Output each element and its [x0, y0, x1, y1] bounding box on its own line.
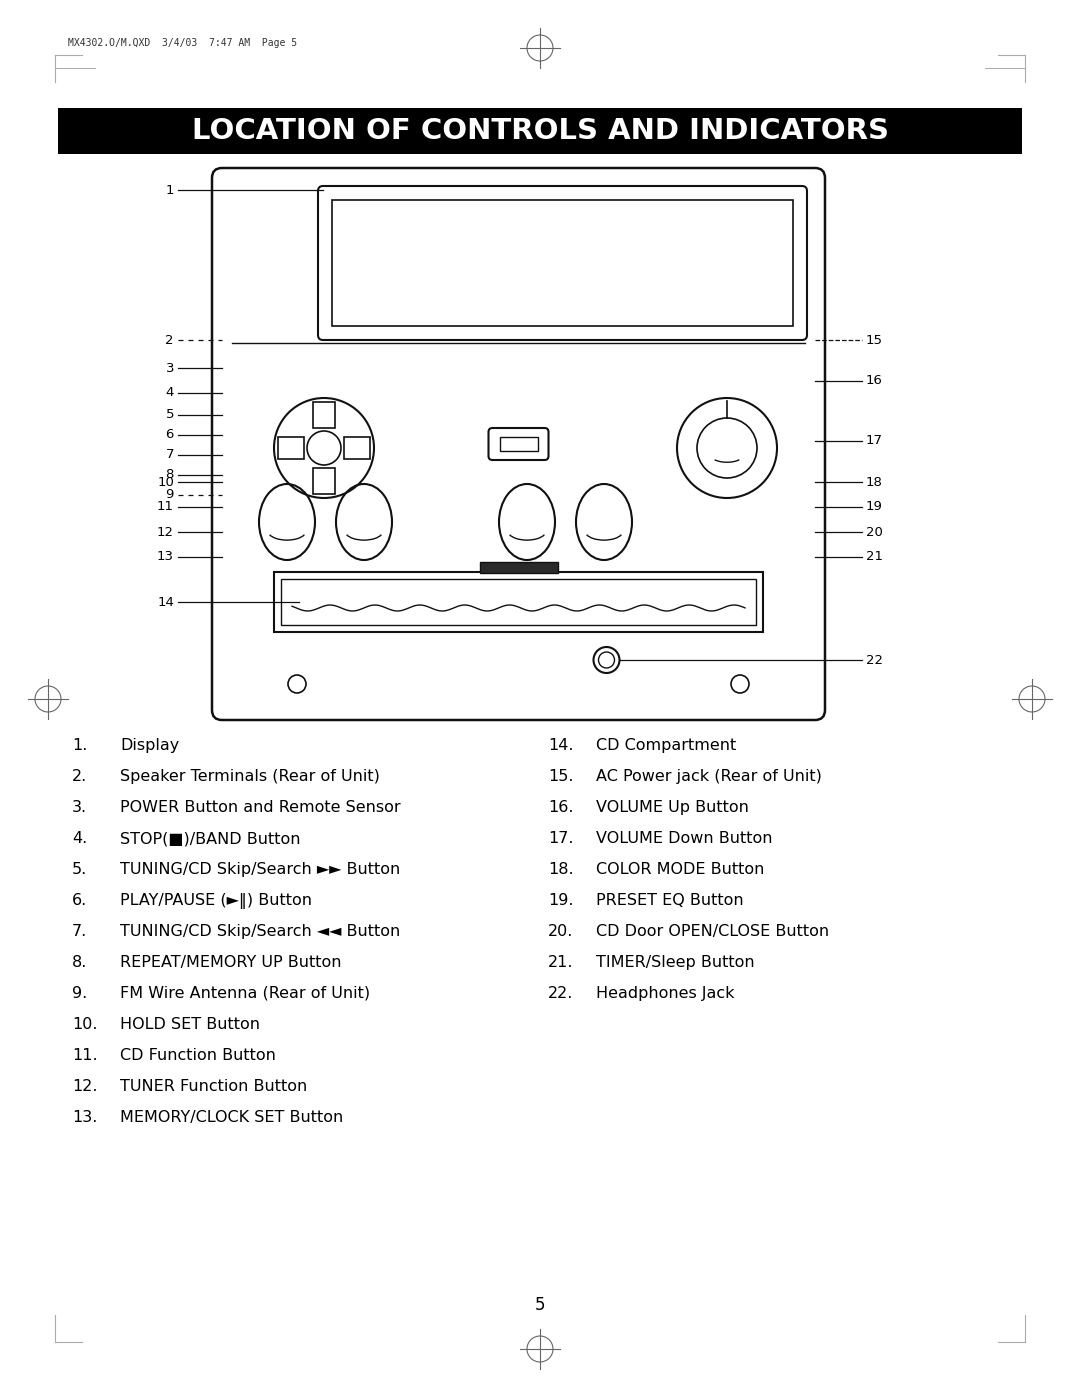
Text: 6: 6: [165, 429, 174, 441]
Text: 14.: 14.: [548, 738, 573, 753]
Text: CD Door OPEN/CLOSE Button: CD Door OPEN/CLOSE Button: [596, 923, 829, 939]
Bar: [332, 200, 793, 326]
Text: 11.: 11.: [72, 1048, 97, 1063]
Text: PLAY/PAUSE (►‖) Button: PLAY/PAUSE (►‖) Button: [120, 893, 312, 909]
Text: TUNING/CD Skip/Search ◄◄ Button: TUNING/CD Skip/Search ◄◄ Button: [120, 923, 401, 939]
Text: 10: 10: [157, 475, 174, 489]
Text: 15.: 15.: [548, 768, 573, 784]
Text: 17.: 17.: [548, 831, 573, 847]
Text: CD Function Button: CD Function Button: [120, 1048, 275, 1063]
Text: 21.: 21.: [548, 956, 573, 970]
Text: Display: Display: [120, 738, 179, 753]
Text: 10.: 10.: [72, 1017, 97, 1032]
Text: 5: 5: [535, 1296, 545, 1315]
Text: 19: 19: [866, 500, 882, 514]
Text: 12.: 12.: [72, 1078, 97, 1094]
Text: 9.: 9.: [72, 986, 87, 1002]
Text: 3.: 3.: [72, 800, 87, 814]
Text: 1.: 1.: [72, 738, 87, 753]
Text: 1: 1: [165, 183, 174, 197]
Text: 16: 16: [866, 374, 882, 387]
Text: 18.: 18.: [548, 862, 573, 877]
Bar: [499, 437, 538, 451]
Text: 18: 18: [866, 475, 882, 489]
Text: COLOR MODE Button: COLOR MODE Button: [596, 862, 765, 877]
Text: 17: 17: [866, 434, 883, 447]
Text: 2.: 2.: [72, 768, 87, 784]
Text: MEMORY/CLOCK SET Button: MEMORY/CLOCK SET Button: [120, 1111, 343, 1125]
Text: 7: 7: [165, 448, 174, 461]
Text: 5.: 5.: [72, 862, 87, 877]
Text: 12: 12: [157, 525, 174, 538]
Text: TIMER/Sleep Button: TIMER/Sleep Button: [596, 956, 755, 970]
Bar: [313, 468, 335, 495]
Bar: [281, 578, 756, 624]
Bar: [278, 437, 303, 460]
Text: 4.: 4.: [72, 831, 87, 847]
Bar: [345, 437, 370, 460]
Text: AC Power jack (Rear of Unit): AC Power jack (Rear of Unit): [596, 768, 822, 784]
Bar: [480, 562, 557, 573]
Text: FM Wire Antenna (Rear of Unit): FM Wire Antenna (Rear of Unit): [120, 986, 370, 1002]
Bar: [58, 108, 1022, 154]
Text: LOCATION OF CONTROLS AND INDICATORS: LOCATION OF CONTROLS AND INDICATORS: [191, 117, 889, 145]
Text: VOLUME Down Button: VOLUME Down Button: [596, 831, 772, 847]
Text: 15: 15: [866, 334, 883, 346]
Text: MX4302.O/M.QXD  3/4/03  7:47 AM  Page 5: MX4302.O/M.QXD 3/4/03 7:47 AM Page 5: [68, 38, 297, 47]
Text: 14: 14: [157, 595, 174, 609]
Text: 8.: 8.: [72, 956, 87, 970]
Text: POWER Button and Remote Sensor: POWER Button and Remote Sensor: [120, 800, 401, 814]
Text: 2: 2: [165, 334, 174, 346]
Text: PRESET EQ Button: PRESET EQ Button: [596, 893, 744, 908]
Text: STOP(■)/BAND Button: STOP(■)/BAND Button: [120, 831, 300, 847]
Text: 6.: 6.: [72, 893, 87, 908]
Bar: [313, 402, 335, 427]
Text: TUNER Function Button: TUNER Function Button: [120, 1078, 307, 1094]
Text: 19.: 19.: [548, 893, 573, 908]
Text: 7.: 7.: [72, 923, 87, 939]
Text: 9: 9: [165, 489, 174, 502]
Text: 5: 5: [165, 408, 174, 422]
Text: 13: 13: [157, 550, 174, 563]
Text: Speaker Terminals (Rear of Unit): Speaker Terminals (Rear of Unit): [120, 768, 380, 784]
Text: Headphones Jack: Headphones Jack: [596, 986, 734, 1002]
Text: REPEAT/MEMORY UP Button: REPEAT/MEMORY UP Button: [120, 956, 341, 970]
Text: 22: 22: [866, 654, 883, 666]
Text: 21: 21: [866, 550, 883, 563]
Text: 8: 8: [165, 468, 174, 482]
Text: HOLD SET Button: HOLD SET Button: [120, 1017, 260, 1032]
Text: CD Compartment: CD Compartment: [596, 738, 737, 753]
Text: 20.: 20.: [548, 923, 573, 939]
Bar: [274, 571, 762, 631]
Text: 11: 11: [157, 500, 174, 514]
Text: TUNING/CD Skip/Search ►► Button: TUNING/CD Skip/Search ►► Button: [120, 862, 401, 877]
Text: VOLUME Up Button: VOLUME Up Button: [596, 800, 748, 814]
Text: 22.: 22.: [548, 986, 573, 1002]
Text: 13.: 13.: [72, 1111, 97, 1125]
Text: 20: 20: [866, 525, 882, 538]
Text: 4: 4: [165, 387, 174, 400]
Text: 3: 3: [165, 362, 174, 374]
Text: 16.: 16.: [548, 800, 573, 814]
